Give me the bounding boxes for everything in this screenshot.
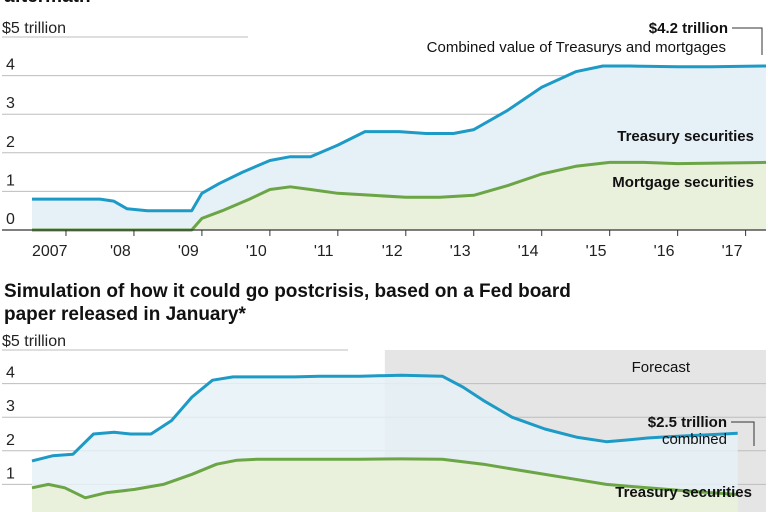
bottom-treasury-label: Treasury securities — [615, 484, 752, 501]
top-x-tick-label: '08 — [110, 243, 131, 260]
bottom-areas — [31, 373, 738, 512]
top-y-unit-label: $5 trillion — [2, 20, 66, 37]
top-mortgage-label: Mortgage securities — [612, 174, 754, 191]
bottom-y-ticks: 1 2 3 4 — [6, 365, 15, 483]
top-x-tick-label: '17 — [722, 243, 743, 260]
top-treasury-label: Treasury securities — [617, 128, 754, 145]
top-x-tick-label: '14 — [518, 243, 539, 260]
bottom-y-unit-label: $5 trillion — [2, 333, 66, 350]
top-combined-note: Combined value of Treasurys and mortgage… — [427, 39, 726, 56]
top-mortgage-line — [32, 160, 767, 232]
top-x-tick-label: '16 — [654, 243, 675, 260]
bottom-combined-note: combined — [662, 431, 727, 448]
bottom-title-line-2: paper released in January* — [4, 304, 246, 325]
top-x-tick-label: '12 — [382, 243, 403, 260]
top-x-tick-label: '15 — [586, 243, 607, 260]
top-y-tick-label: 0 — [6, 211, 15, 228]
top-y-ticks: 0 1 2 3 4 — [6, 57, 15, 228]
top-x-tick-label: '10 — [246, 243, 267, 260]
top-x-tick-label: 2007 — [32, 243, 68, 260]
top-mortgage-area — [32, 162, 766, 230]
top-y-tick-label: 3 — [6, 95, 15, 112]
top-x-ticks: 2007 '08 '09 '10 '11 '12 '13 '14 '15 '16 '17 — [32, 230, 747, 260]
bottom-y-tick-label: 2 — [6, 432, 15, 449]
top-x-tick-label: '11 — [314, 243, 334, 260]
bottom-title-line-1: Simulation of how it could go postcrisis… — [4, 281, 571, 302]
bottom-treasury-area — [32, 458, 738, 512]
bottom-chart: Simulation of how it could go postcrisis… — [2, 281, 766, 512]
top-chart: aftermath $5 trillion 0 1 2 3 4 2007 '08 '09 '1… — [2, 0, 767, 260]
top-chart-title: aftermath — [4, 0, 91, 7]
top-y-tick-label: 1 — [6, 172, 15, 189]
bottom-y-tick-label: 4 — [6, 365, 15, 382]
bottom-y-tick-label: 3 — [6, 398, 15, 415]
top-total-line — [32, 64, 767, 213]
bottom-y-tick-label: 1 — [6, 465, 15, 482]
top-areas — [2, 64, 767, 232]
bottom-treasury-line — [31, 457, 738, 500]
top-y-tick-label: 4 — [6, 57, 15, 74]
top-total-value-label: $4.2 trillion — [649, 20, 728, 37]
bottom-combined-line — [31, 373, 738, 463]
top-y-tick-label: 2 — [6, 134, 15, 151]
bottom-combined-leader-line — [731, 421, 755, 446]
bottom-combined-value-label: $2.5 trillion — [648, 414, 727, 431]
top-x-tick-label: '13 — [450, 243, 471, 260]
top-total-leader-line — [732, 27, 763, 55]
top-x-tick-label: '09 — [178, 243, 199, 260]
forecast-label: Forecast — [632, 359, 691, 376]
